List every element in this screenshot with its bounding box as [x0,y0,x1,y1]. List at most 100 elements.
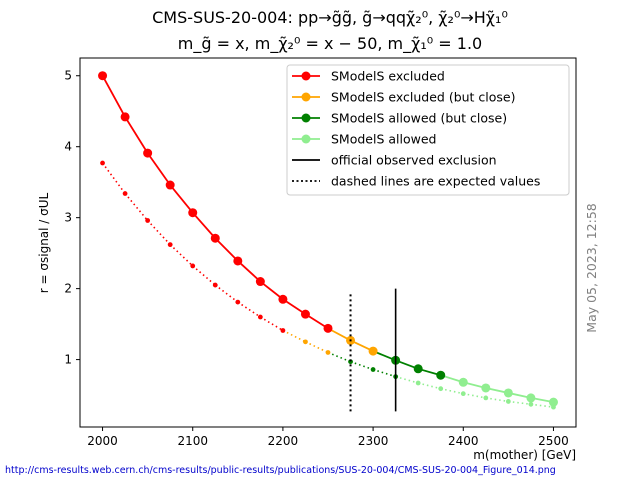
observed-segment [169,184,194,214]
legend-entry: SModelS allowed [331,132,436,147]
axis-ticks: 2000 2100 2200 2300 2400 2500 1 2 3 4 5 [64,69,568,448]
timestamp: May 05, 2023, 12:58 [584,203,599,332]
observed-point [548,397,558,407]
y-axis-label: r = σsignal / σUL [37,192,51,293]
legend-marker [301,92,311,102]
expected-segment [192,265,216,286]
x-tick-label: 2200 [268,434,299,448]
expected-segment [124,193,149,222]
observed-segment [259,280,284,300]
x-tick-label: 2300 [358,434,389,448]
observed-point [481,383,491,393]
observed-point [413,364,423,374]
expected-segment [305,341,329,354]
legend-entry: official observed exclusion [331,153,497,168]
expected-segment [169,244,194,267]
observed-segment [214,237,239,262]
expected-segment [327,351,351,363]
expected-point [167,242,173,248]
legend-entry: SModelS allowed (but close) [331,111,507,126]
expected-segment [350,360,374,371]
expected-segment [147,219,171,246]
expected-point [370,367,376,372]
expected-point [122,191,128,196]
source-url: http://cms-results.web.cern.ch/cms-resul… [5,465,556,476]
x-tick-label: 2100 [177,434,208,448]
observed-point [526,393,536,403]
expected-segment [259,316,284,332]
expected-point [303,339,308,345]
expected-point [505,399,511,404]
observed-point [503,388,513,398]
chart-title-line1: CMS-SUS-20-004: pp→g̃g̃, g̃→qqχ̃₂⁰, χ̃₂⁰… [152,8,508,27]
expected-segment [463,392,486,399]
observed-point [368,346,378,356]
observed-point [98,71,108,81]
observed-segment [192,212,216,239]
legend-entry: dashed lines are expected values [331,174,540,189]
expected-point [438,386,444,392]
expected-point [212,282,218,288]
observed-segment [101,75,126,118]
expected-point [100,160,105,166]
expected-segment [101,162,126,195]
plot-area [79,57,577,428]
expected-point [348,359,353,365]
expected-segment [440,387,464,395]
legend-entry: SModelS excluded (but close) [331,90,516,105]
x-tick-label: 2400 [448,434,479,448]
legend-marker [301,113,311,123]
expected-segment [214,284,239,303]
expected-segment [282,329,306,343]
chart-title-line2: m_g̃ = x, m_χ̃₂⁰ = x − 50, m_χ̃₁⁰ = 1.0 [178,34,482,54]
expected-point [145,218,151,223]
observed-point [165,180,175,190]
y-tick-label: 3 [64,211,72,225]
series-markers [98,71,558,410]
expected-point [190,263,196,269]
expected-segment [508,400,532,406]
y-tick-label: 5 [64,69,72,83]
observed-point [210,233,220,243]
legend-entry: SModelS excluded [331,69,445,84]
legend-marker [301,134,311,144]
observed-point [120,112,130,122]
observed-point [255,277,265,287]
expected-point [528,401,534,407]
expected-point [415,380,421,386]
exclusion-lines [349,288,397,412]
x-tick-label: 2500 [538,434,569,448]
observed-point [233,256,243,266]
expected-point [325,350,331,355]
expected-point [460,391,466,397]
observed-point [188,208,198,218]
observed-point [436,370,446,380]
x-tick-label: 2000 [87,434,118,448]
observed-point [143,148,153,158]
legend-box [286,64,570,196]
observed-segment [124,116,149,154]
y-tick-label: 2 [64,282,72,296]
observed-point [323,323,333,333]
legend-marker [301,71,311,81]
y-tick-label: 4 [64,140,72,154]
expected-segment [395,375,419,384]
expected-segment [372,368,396,378]
observed-point [278,294,288,304]
observed-segment [237,260,261,283]
expected-segment [237,301,261,318]
expected-point [235,299,241,305]
expected-segment [417,382,441,390]
expected-segment [530,403,554,408]
expected-point [257,314,263,320]
observed-point [458,377,468,387]
legend: SModelS excluded SModelS excluded (but cl… [286,64,570,196]
observed-point [300,309,310,319]
observed-segment [146,152,171,186]
expected-point [280,328,286,333]
expected-segment [485,397,509,403]
x-axis-label: m(mother) [GeV] [473,448,576,462]
observed-segment [282,298,306,315]
expected-point [483,395,489,401]
